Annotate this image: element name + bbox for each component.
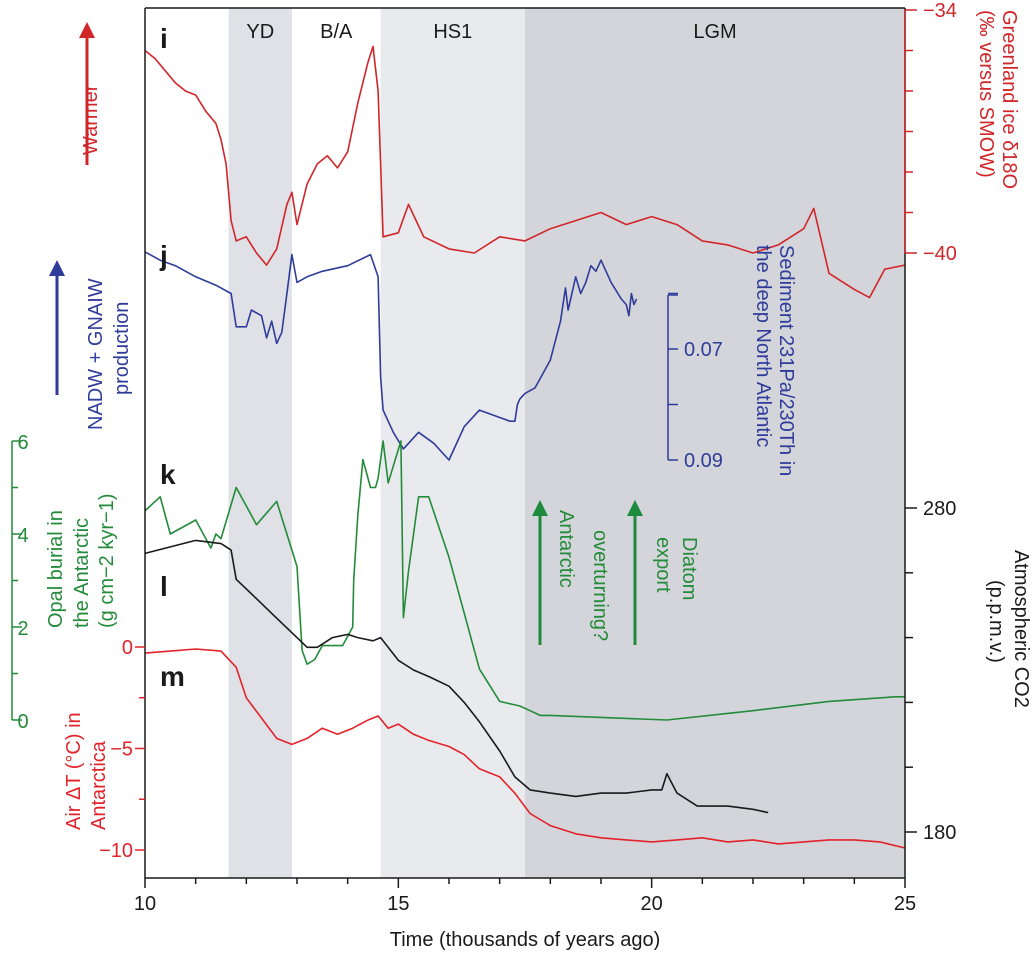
period-bands — [228, 8, 905, 878]
period-band-ba — [291, 8, 381, 878]
axis-i-title: Greenland ice δ18O — [998, 10, 1020, 189]
axis-i-title: (‰ versus SMOW) — [975, 10, 997, 178]
series-line-l — [144, 539, 769, 814]
axis-j-title: the deep North Atlantic — [752, 245, 774, 447]
axis-k-tick-label: 6 — [17, 432, 28, 454]
period-band-lgm — [525, 8, 905, 878]
antarctic-label: Antarctic — [555, 510, 577, 588]
series-line-i — [144, 45, 906, 299]
axis-k-title: the Antarctic — [71, 518, 93, 628]
diatom-label: Diatom — [678, 537, 700, 600]
period-label: YD — [246, 21, 274, 43]
period-label: LGM — [693, 21, 736, 43]
period-label: B/A — [320, 21, 353, 43]
axis-k-title: Opal burial in — [45, 510, 67, 628]
warmer-arrow-head — [79, 22, 95, 38]
panel-letter-m: m — [160, 661, 185, 692]
period-label: HS1 — [433, 21, 472, 43]
x-tick-label: 15 — [387, 893, 409, 915]
x-tick-label: 20 — [641, 893, 663, 915]
axis-l-tick-label: 180 — [923, 822, 956, 844]
period-band-yd — [228, 8, 292, 878]
axis-k-tick-label: 4 — [17, 525, 28, 547]
axes-layer — [11, 7, 917, 888]
axis-i-tick-label: −34 — [923, 0, 957, 22]
x-tick-label: 25 — [894, 893, 916, 915]
antarctic-arrow-head — [532, 500, 548, 516]
axis-k-title: (g cm−2 kyr−1) — [96, 494, 118, 628]
nadw-label: production — [111, 302, 133, 395]
series-layer — [144, 45, 906, 849]
series-line-m — [144, 648, 906, 849]
axis-l-tick-label: 280 — [923, 498, 956, 520]
axis-l-title: (p.p.m.v.) — [985, 580, 1007, 663]
panel-letter-l: l — [160, 571, 168, 602]
axis-k-tick-label: 0 — [17, 711, 28, 733]
panel-letter-i: i — [160, 23, 168, 54]
panel-letter-k: k — [160, 459, 176, 490]
axis-l-title: Atmospheric CO2 — [1010, 550, 1032, 708]
diatom-label: export — [652, 537, 674, 593]
panel-letter-j: j — [159, 240, 168, 271]
axis-m-tick-label: −5 — [110, 739, 133, 761]
warmer-label: Warmer — [80, 84, 102, 155]
nadw-label: NADW + GNAIW — [85, 278, 107, 430]
axis-k-tick-label: 2 — [17, 618, 28, 640]
x-axis-title: Time (thousands of years ago) — [390, 929, 661, 951]
period-band-hs1 — [380, 8, 525, 878]
x-tick-label: 10 — [134, 893, 156, 915]
axis-m-tick-label: −10 — [99, 840, 133, 862]
axis-m-title: Antarctica — [88, 740, 110, 830]
diatom-arrow-head — [627, 500, 643, 516]
axis-j-tick-label: 0.07 — [684, 339, 723, 361]
axis-j-title: Sediment 231Pa/230Th in — [775, 245, 797, 476]
axis-m-title: Air ΔT (°C) in — [63, 712, 85, 830]
nadw-arrow-head — [49, 260, 65, 276]
axis-i-tick-label: −40 — [923, 243, 957, 265]
series-line-j — [144, 251, 638, 461]
axis-m-tick-label: 0 — [122, 637, 133, 659]
antarctic-label: overturning? — [589, 530, 611, 641]
axis-j-tick-label: 0.09 — [684, 450, 723, 472]
